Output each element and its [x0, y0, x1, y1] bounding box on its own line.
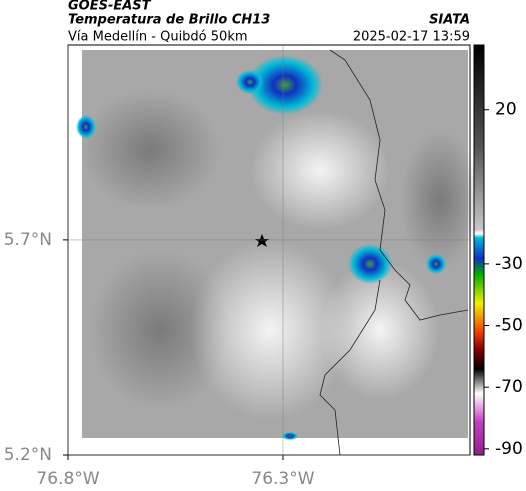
colorbar-tick-label: -90: [495, 439, 523, 459]
subtitle: Temperatura de Brillo CH13: [68, 13, 270, 28]
colorbar: [473, 44, 485, 456]
colorbar-tick-label: 20: [495, 100, 517, 120]
y-tick-label: 5.7°N: [4, 230, 52, 250]
colorbar-tick-label: -70: [495, 377, 523, 397]
colorbar-tick-label: -30: [495, 254, 523, 274]
x-tick-label: 76.8°W: [36, 469, 99, 489]
title: GOES-EAST: [68, 0, 152, 14]
datetime: 2025-02-17 13:59: [353, 30, 470, 45]
route: Vía Medellín - Quibdó 50km: [68, 30, 248, 45]
y-tick-label: 5.2°N: [4, 445, 52, 465]
source: SIATA: [429, 13, 470, 28]
satellite-image: [76, 49, 480, 456]
x-tick-label: 76.3°W: [251, 469, 314, 489]
colorbar-tick-label: -50: [495, 316, 523, 336]
